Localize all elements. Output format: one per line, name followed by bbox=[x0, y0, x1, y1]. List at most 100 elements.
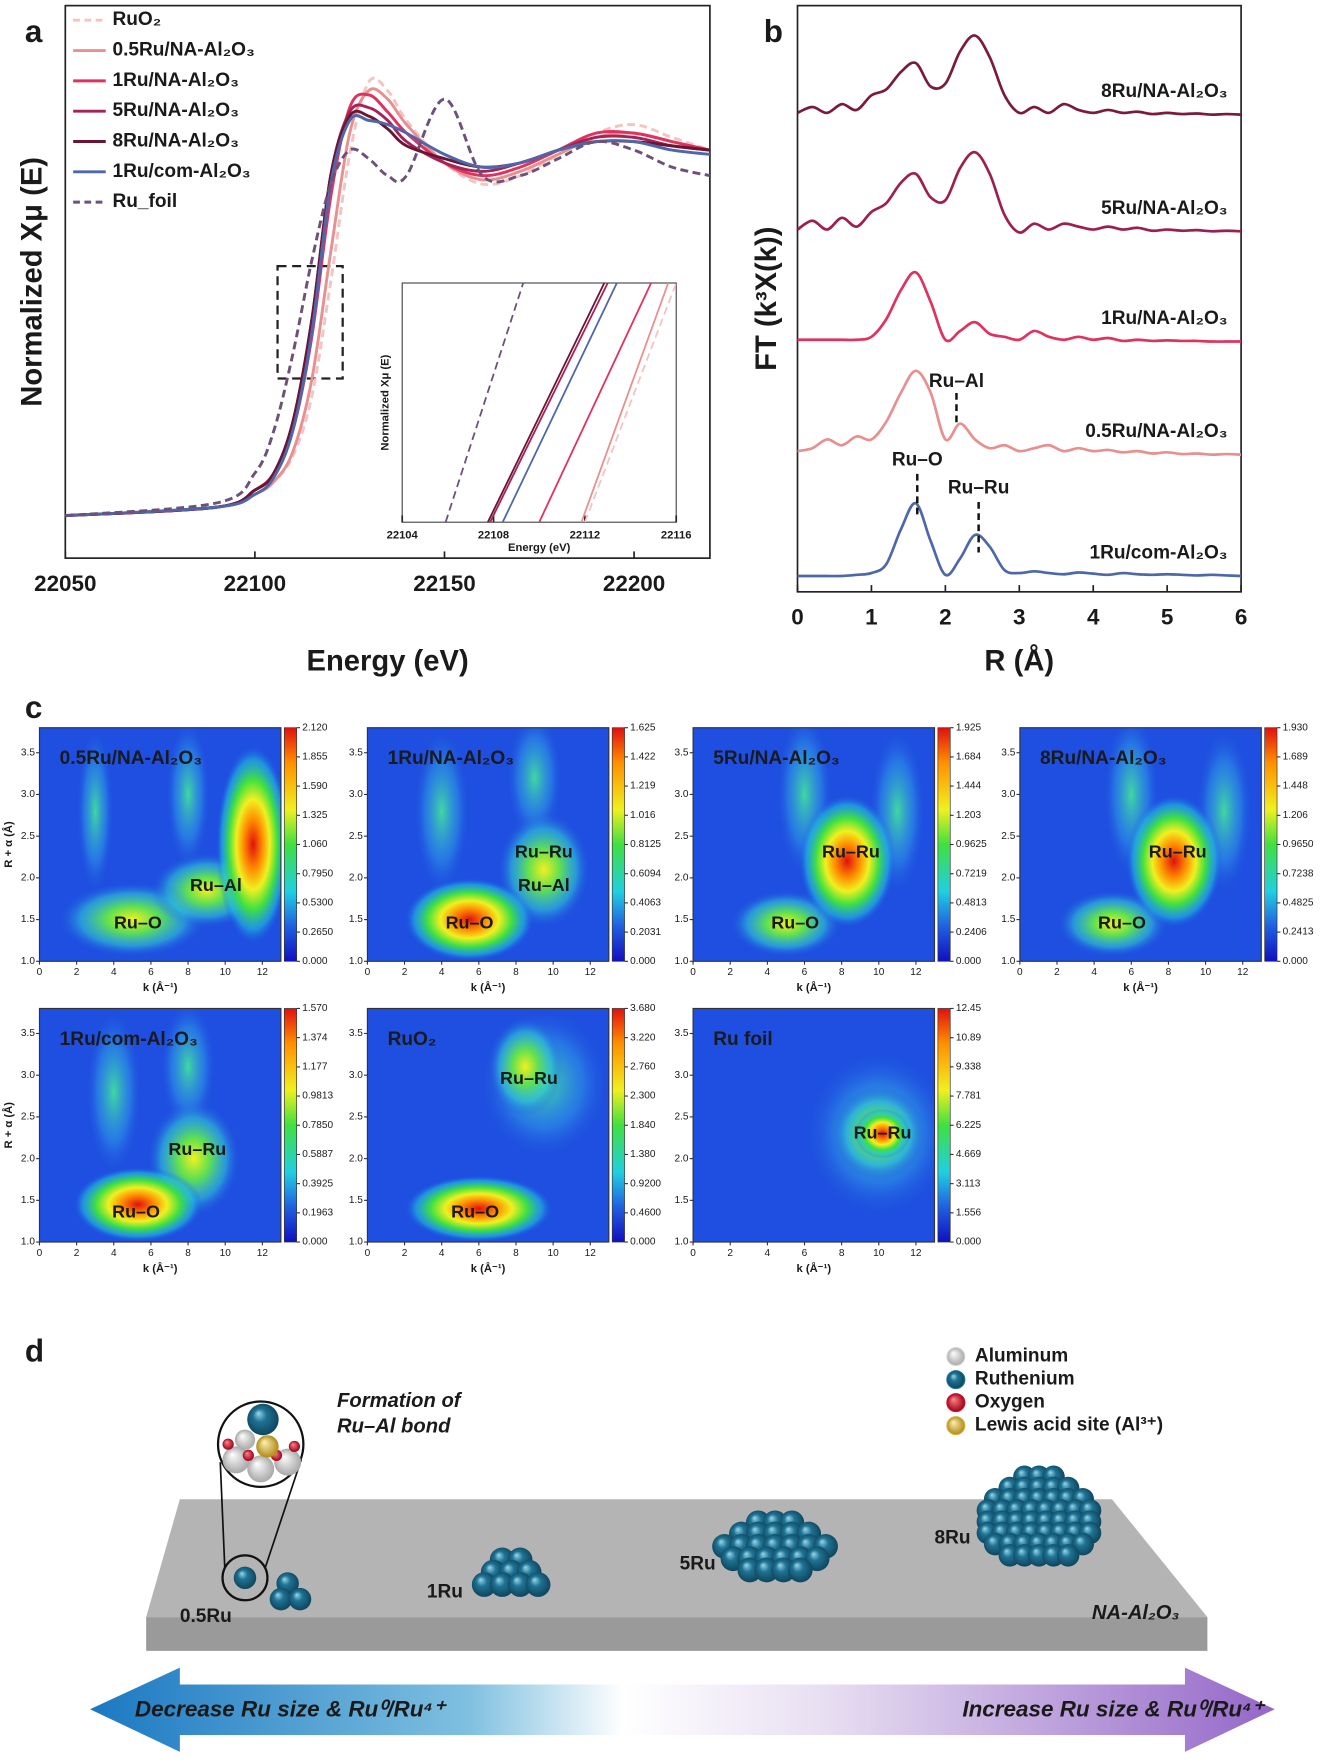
ru-atom bbox=[787, 1557, 813, 1583]
x-tick-label: 0 bbox=[37, 967, 43, 978]
series-label: 8Ru/NA-Al₂O₃ bbox=[1101, 81, 1227, 102]
x-tick-label: 4 bbox=[111, 1248, 117, 1259]
colorbar-tick-label: 9.338 bbox=[956, 1062, 982, 1073]
colorbar-tick-label: 2.760 bbox=[630, 1062, 656, 1073]
legend-label: 8Ru/NA-Al₂O₃ bbox=[112, 131, 238, 152]
colorbar-tick-label: 0.1963 bbox=[302, 1208, 333, 1219]
map-title: 5Ru/NA-Al₂O₃ bbox=[713, 748, 839, 769]
support-top bbox=[146, 1499, 1208, 1618]
legend-label: Lewis acid site (Al³⁺) bbox=[975, 1415, 1163, 1436]
colorbar-tick-label: 0.000 bbox=[956, 956, 982, 967]
y-tick-label: 1.0 bbox=[349, 1237, 363, 1248]
intensity-region bbox=[165, 727, 211, 870]
y-tick-label: 1.5 bbox=[1001, 914, 1015, 925]
x-tick-label: 0 bbox=[690, 967, 696, 978]
colorbar-tick-label: 0.9625 bbox=[956, 839, 987, 850]
zoom-line bbox=[264, 1459, 302, 1568]
x-axis-label: k (Å⁻¹) bbox=[143, 1262, 178, 1275]
y-tick-label: 2.0 bbox=[349, 873, 363, 884]
intensity-region bbox=[85, 1008, 142, 1176]
x-tick-label: 4 bbox=[439, 967, 445, 978]
ru-atom bbox=[269, 1587, 293, 1611]
x-tick-label: 10 bbox=[1200, 967, 1212, 978]
map-frame bbox=[692, 727, 936, 962]
arrow-label: Decrease Ru size & Ru⁰/Ru⁴⁺ bbox=[135, 1696, 447, 1721]
map-frame bbox=[1019, 727, 1262, 962]
colorbar-tick-label: 4.669 bbox=[956, 1149, 982, 1160]
colorbar-tick-label: 0.4063 bbox=[630, 898, 661, 909]
x-tick-label: 2 bbox=[74, 1248, 80, 1259]
y-axis-label: Normalized Xμ (E) bbox=[379, 354, 391, 450]
colorbar-tick-label: 0.2650 bbox=[302, 927, 333, 938]
y-tick-label: 2.0 bbox=[675, 1153, 689, 1164]
x-tick-label: 5 bbox=[1161, 605, 1174, 630]
peak-label: Ru–O bbox=[112, 1202, 160, 1222]
y-tick-label: 1.5 bbox=[21, 914, 35, 925]
zoom-spot bbox=[221, 1554, 269, 1602]
y-tick-label: 2.5 bbox=[675, 831, 689, 842]
colorbar-tick-label: 1.840 bbox=[630, 1120, 656, 1131]
colorbar-tick-label: 1.444 bbox=[956, 781, 982, 792]
x-tick-label: 1 bbox=[865, 605, 877, 630]
colorbar-tick-label: 0.000 bbox=[630, 1237, 656, 1248]
colorbar-tick-label: 1.556 bbox=[956, 1208, 982, 1219]
series-line bbox=[580, 282, 670, 523]
map-title: 0.5Ru/NA-Al₂O₃ bbox=[60, 748, 202, 769]
x-tick-label: 12 bbox=[910, 967, 922, 978]
x-axis-label: k (Å⁻¹) bbox=[471, 1262, 506, 1275]
peak-label: Ru–Ru bbox=[515, 842, 573, 862]
wavelet-map bbox=[693, 1008, 935, 1243]
x-tick-label: 10 bbox=[873, 1248, 885, 1259]
legend-swatch bbox=[946, 1347, 966, 1367]
colorbar-tick-label: 0.000 bbox=[630, 956, 656, 967]
intensity-region bbox=[488, 1016, 563, 1117]
colorbar-tick-label: 0.8125 bbox=[630, 839, 661, 850]
y-tick-label: 2.0 bbox=[21, 873, 35, 884]
x-tick-label: 0 bbox=[791, 605, 804, 630]
colorbar-tick-label: 0.000 bbox=[302, 1237, 328, 1248]
colorbar-tick-label: 0.7850 bbox=[302, 1120, 333, 1131]
colorbar-tick-label: 0.6094 bbox=[630, 868, 661, 879]
colorbar-tick-label: 0.5887 bbox=[302, 1149, 333, 1160]
x-tick-label: 6 bbox=[802, 1248, 808, 1259]
x-tick-label: 6 bbox=[1235, 605, 1248, 630]
colorbar-tick-label: 0.9200 bbox=[630, 1178, 661, 1189]
y-tick-label: 3.5 bbox=[675, 747, 689, 758]
colorbar bbox=[937, 727, 951, 962]
axes-frame-a bbox=[64, 4, 711, 559]
panel-label: c bbox=[25, 690, 42, 725]
x-tick-label: 2 bbox=[402, 1248, 408, 1259]
y-tick-label: 3.0 bbox=[1001, 789, 1015, 800]
zoom-line bbox=[219, 1462, 226, 1568]
peak-label: Ru–Ru bbox=[168, 1139, 226, 1159]
colorbar-tick-label: 0.2031 bbox=[630, 927, 661, 938]
y-tick-label: 2.5 bbox=[21, 831, 35, 842]
map-frame bbox=[692, 1007, 936, 1243]
peak-label: Ru–Al bbox=[518, 875, 570, 895]
x-tick-label: 22100 bbox=[224, 571, 286, 596]
y-tick-label: 2.0 bbox=[21, 1153, 35, 1164]
x-tick-label: 4 bbox=[111, 967, 117, 978]
ru-atom bbox=[233, 1566, 257, 1590]
x-axis-label: k (Å⁻¹) bbox=[796, 1262, 831, 1275]
colorbar-tick-label: 1.925 bbox=[956, 722, 982, 733]
cluster-label: 1Ru bbox=[427, 1581, 463, 1602]
x-tick-label: 12 bbox=[910, 1248, 922, 1259]
legend-label: 1Ru/NA-Al₂O₃ bbox=[112, 70, 238, 91]
y-tick-label: 3.5 bbox=[1001, 747, 1015, 758]
colorbar bbox=[1264, 727, 1278, 962]
colorbar-tick-label: 12.45 bbox=[956, 1003, 982, 1014]
legend-swatch bbox=[946, 1393, 966, 1413]
annotation: Ru–Ru bbox=[948, 478, 1009, 499]
peak-label: Ru–O bbox=[446, 913, 494, 933]
y-tick-label: 2.5 bbox=[21, 1112, 35, 1123]
series-line bbox=[538, 282, 652, 523]
y-tick-label: 1.5 bbox=[675, 1195, 689, 1206]
intensity-region bbox=[798, 794, 896, 928]
x-tick-label: 6 bbox=[148, 967, 154, 978]
series-line bbox=[797, 270, 1242, 343]
peak-label: Ru–O bbox=[451, 1202, 499, 1222]
map-title: 1Ru/com-Al₂O₃ bbox=[60, 1029, 198, 1050]
y-tick-label: 3.0 bbox=[349, 1070, 363, 1081]
x-tick-label: 22108 bbox=[478, 530, 509, 542]
